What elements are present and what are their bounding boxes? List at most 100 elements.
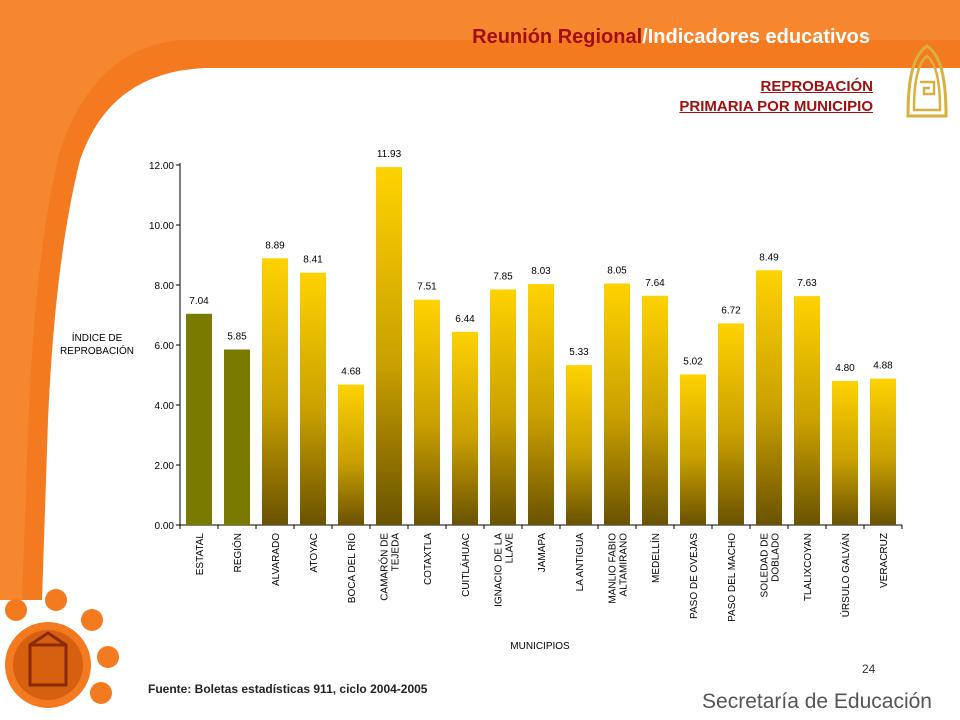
y-axis: 0.00 2.00 4.00 6.00 8.00 10.00 12.00 — [149, 161, 903, 532]
x-tick-label: PASO DE OVEJAS — [689, 533, 700, 619]
x-tick-label-line: CUITLÁHUAC — [459, 533, 472, 597]
bar-value-label: 7.63 — [797, 278, 817, 289]
x-tick-label-line: BOCA DEL RÍO — [345, 533, 358, 603]
x-tick-label: VERACRUZ — [879, 533, 890, 588]
bar — [870, 378, 896, 525]
bar-value-label: 7.85 — [493, 272, 513, 283]
x-tick-label-line: ATOYAC — [309, 533, 320, 572]
bar — [224, 349, 250, 525]
header-title-sub: /Indicadores educativos — [642, 26, 870, 48]
seal-decoration — [5, 589, 119, 708]
bar — [338, 384, 364, 525]
bar — [414, 299, 440, 525]
header-title: Reunión Regional/Indicadores educativos — [472, 26, 870, 49]
x-tick-label: COTAXTLA — [423, 533, 434, 585]
footer-brand: Secretaría de Educación — [702, 690, 932, 713]
bars — [186, 167, 896, 525]
x-tick-label-line: TEJEDA — [391, 533, 402, 572]
x-tick-label: BOCA DEL RÍO — [345, 533, 358, 603]
y-tick-label: 6.00 — [155, 341, 175, 352]
x-tick-label: JAMAPA — [537, 533, 548, 573]
bar — [262, 258, 288, 525]
bar-value-label: 6.72 — [721, 305, 741, 316]
x-tick-label-line: VERACRUZ — [879, 533, 890, 588]
x-axis-categories: ESTATAL REGIÓN ALVARADO ATOYAC BOCA DEL RÍO C… — [195, 533, 890, 622]
x-tick-label: LA ANTIGUA — [575, 533, 586, 592]
bar — [756, 270, 782, 525]
bar-value-label: 8.03 — [531, 266, 551, 277]
bar-value-label: 7.04 — [189, 296, 209, 307]
x-tick-label: ATOYAC — [309, 533, 320, 572]
bar-value-label: 4.88 — [873, 361, 893, 372]
x-tick-label-line: ESTATAL — [195, 533, 206, 576]
bar-value-label: 5.02 — [683, 356, 703, 367]
bar-value-label: 8.49 — [759, 252, 779, 263]
subtitle-line-2: PRIMARIA POR MUNICIPIO — [679, 98, 873, 115]
bar — [376, 167, 402, 525]
bar-value-label: 8.41 — [303, 255, 323, 266]
x-tick-label-line: MANLIO FABIO — [608, 533, 619, 604]
x-tick-label: REGIÓN — [231, 533, 244, 572]
x-tick-label-line: ÚRSULO GALVÁN — [839, 533, 852, 617]
y-tick-label: 10.00 — [149, 221, 174, 232]
chart-subtitle: REPROBACIÓN PRIMARIA POR MUNICIPIO — [679, 77, 873, 117]
x-tick-label-line: COTAXTLA — [423, 533, 434, 585]
bar-value-label: 5.33 — [569, 347, 589, 358]
x-tick-label-line: ALTAMIRANO — [619, 533, 630, 597]
x-tick-label: IGNACIO DE LA LLAVE — [494, 533, 516, 607]
x-tick-label-line: SOLEDAD DE — [760, 533, 771, 598]
bar — [642, 295, 668, 525]
x-tick-label: MEDELLÍN — [649, 533, 662, 583]
x-tick-label: MANLIO FABIO ALTAMIRANO — [608, 533, 630, 604]
x-tick-label-line: IGNACIO DE LA — [494, 533, 505, 607]
bar — [528, 284, 554, 525]
y-axis-label-line: REPROBACIÓN — [60, 344, 134, 357]
x-tick-label: SOLEDAD DE DOBLADO — [760, 533, 782, 598]
bar — [794, 296, 820, 525]
y-axis-label-line: ÍNDICE DE — [72, 331, 123, 344]
x-tick-label: CUITLÁHUAC — [459, 533, 472, 597]
bar-value-label: 4.80 — [835, 363, 855, 374]
data-source: Fuente: Boletas estadísticas 911, ciclo … — [148, 682, 428, 696]
y-tick-label: 8.00 — [155, 281, 175, 292]
x-tick-label-line: TLALIXCOYAN — [803, 533, 814, 601]
bar-value-label: 11.93 — [377, 149, 402, 160]
x-tick-label: ÚRSULO GALVÁN — [839, 533, 852, 617]
x-tick-label: PASO DEL MACHO — [727, 533, 738, 622]
x-tick-label-line: MEDELLÍN — [649, 533, 662, 583]
x-tick-label: TLALIXCOYAN — [803, 533, 814, 601]
y-tick-label: 0.00 — [155, 521, 175, 532]
bar — [452, 331, 478, 525]
x-tick-label-line: DOBLADO — [771, 533, 782, 582]
page-number: 24 — [862, 662, 876, 676]
bar-value-label: 5.85 — [227, 332, 247, 343]
x-tick-label: ALVARADO — [271, 533, 282, 586]
bar-value-label: 6.44 — [455, 314, 475, 325]
value-labels: 7.04 5.85 8.89 8.41 4.68 11.93 7.51 6.44 7.85 8.0… — [189, 149, 893, 378]
x-tick-label-line: PASO DEL MACHO — [727, 533, 738, 622]
x-tick-label: ESTATAL — [195, 533, 206, 576]
x-tick-label-line: CAMARÓN DE — [378, 533, 391, 601]
x-tick-label: CAMARÓN DE TEJEDA — [378, 533, 402, 601]
bar — [490, 289, 516, 525]
y-tick-label: 4.00 — [155, 401, 175, 412]
bar-value-label: 8.05 — [607, 266, 627, 277]
y-tick-label: 12.00 — [149, 161, 174, 172]
x-tick-label-line: LA ANTIGUA — [575, 533, 586, 592]
bar — [566, 365, 592, 525]
bar — [300, 272, 326, 525]
x-tick-label-line: LLAVE — [505, 533, 516, 564]
bar — [718, 323, 744, 525]
header-title-main: Reunión Regional — [472, 26, 643, 48]
bar — [186, 313, 212, 525]
bar — [604, 283, 630, 525]
y-tick-label: 2.00 — [155, 461, 175, 472]
bar-value-label: 7.51 — [417, 282, 437, 293]
institution-logo-icon — [906, 44, 948, 118]
x-tick-label-line: PASO DE OVEJAS — [689, 533, 700, 619]
bar — [680, 374, 706, 525]
bar — [832, 381, 858, 525]
